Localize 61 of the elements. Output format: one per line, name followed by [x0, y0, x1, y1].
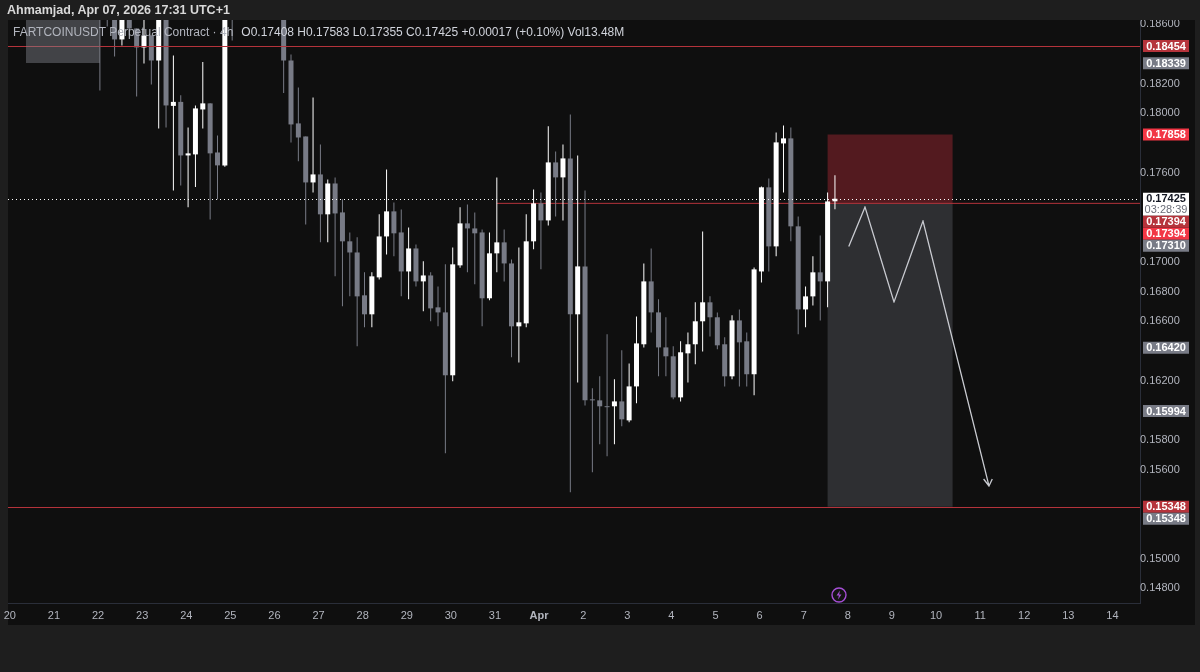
y-tick-label: 0.18200: [1140, 76, 1180, 89]
x-tick-label: 6: [756, 608, 763, 621]
candlestick: [597, 376, 603, 445]
x-tick-label: 7: [800, 608, 807, 621]
x-tick-label: 11: [974, 608, 986, 621]
x-tick-label: Apr: [529, 608, 550, 621]
x-tick-label: 3: [624, 608, 631, 621]
candlestick: [604, 334, 610, 457]
text: 0.17310: [1146, 239, 1186, 252]
text: 0.16420: [1146, 341, 1186, 354]
x-tick-label: 22: [91, 608, 105, 621]
candlestick: [464, 204, 470, 273]
x-tick-label: 2: [580, 608, 587, 621]
x-tick-label: 8: [844, 608, 851, 621]
candlestick: [611, 379, 617, 445]
y-tick-label: 0.14800: [1140, 581, 1180, 594]
text: 0.17394: [1146, 227, 1187, 240]
x-tick-label: 26: [268, 608, 281, 621]
candlestick: [516, 247, 522, 363]
x-tick-label: 13: [1062, 608, 1075, 621]
x-tick-label: 27: [312, 608, 325, 621]
candlestick: [589, 388, 595, 473]
x-tick-label: 28: [356, 608, 369, 621]
x-tick-label: 12: [1018, 608, 1031, 621]
data-label: 0.17394: [1146, 215, 1187, 228]
x-tick-label: 14: [1106, 608, 1119, 621]
ref-line-label: 0.17425 03:28:39: [1144, 192, 1188, 216]
x-tick-label: 4: [668, 608, 675, 621]
x-tick-label: 23: [136, 608, 149, 621]
chart-subtitle: Ahmamjad, Apr 07, 2026 17:31 UTC+1: [7, 2, 230, 19]
candlestick: [170, 55, 176, 191]
text: 0.17858: [1146, 128, 1186, 141]
y-tick-label: 0.17600: [1140, 165, 1180, 178]
y-tick-label: 0.15800: [1140, 432, 1180, 445]
y-tick-label: 0.15000: [1140, 551, 1180, 564]
x-tick-label: 31: [488, 608, 502, 621]
ref-line-label: 0.15348: [1146, 500, 1186, 513]
y-tick-label: 0.16600: [1140, 314, 1180, 327]
x-tick-label: 24: [180, 608, 193, 621]
x-tick-label: 21: [47, 608, 61, 621]
x-tick-label: 10: [929, 608, 943, 621]
x-tick-label: 9: [888, 608, 895, 621]
x-tick-label: 30: [444, 608, 457, 621]
y-tick-label: 0.18000: [1140, 106, 1180, 119]
candlestick: [200, 61, 206, 129]
text: 0.15348: [1146, 512, 1186, 525]
x-tick-label: 29: [400, 608, 413, 621]
x-tick-label: 25: [224, 608, 237, 621]
text: 0.18339: [1146, 56, 1186, 69]
y-tick-label: 0.16800: [1140, 284, 1180, 297]
y-tick-label: 0.16200: [1140, 373, 1180, 386]
candlestick: [780, 125, 786, 193]
y-tick-label: 0.18600: [1140, 17, 1180, 30]
x-tick-label: 20: [3, 608, 16, 621]
candlestick: [310, 97, 316, 193]
ref-line-label: 0.18454: [1146, 39, 1187, 52]
candlestick: [472, 212, 478, 285]
y-tick-label: 0.15600: [1140, 462, 1180, 475]
x-tick-label: 5: [712, 608, 719, 621]
y-tick-label: 0.17000: [1140, 254, 1180, 267]
text: 0.15994: [1146, 404, 1187, 417]
